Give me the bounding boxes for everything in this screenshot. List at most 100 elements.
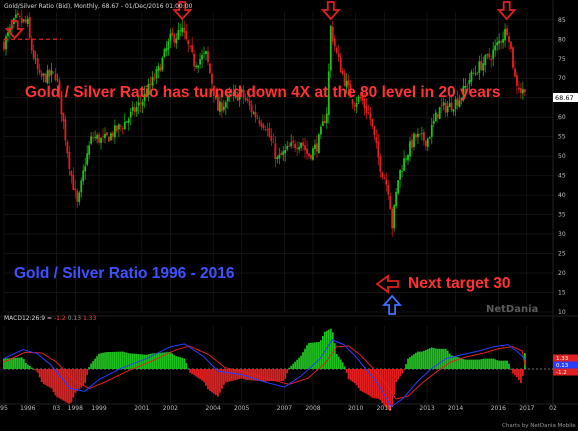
candle-body [131, 107, 134, 111]
y-tick-label: 75 [558, 56, 566, 63]
macd-histogram-bar [391, 369, 394, 408]
candle-series [3, 8, 526, 237]
y-tick-label: 80 [558, 36, 566, 43]
macd-value-tag-label: 0.13 [556, 363, 569, 369]
macd-histogram-bar [492, 358, 495, 369]
candle-body [496, 42, 499, 46]
macd-histogram-bar [472, 359, 475, 369]
top-arrow-2002 [172, 1, 193, 21]
macd-histogram-bar [246, 369, 249, 380]
candle-body [119, 125, 122, 127]
candle-body [96, 135, 98, 139]
candle-body [476, 73, 479, 75]
macd-histogram-bar [482, 358, 485, 369]
candle-body [472, 73, 475, 74]
candle-body [488, 53, 491, 58]
candle-body [205, 51, 207, 55]
candle-body [276, 157, 279, 159]
candle-body [203, 52, 205, 54]
candle-body [411, 139, 413, 148]
y-tick-label: 40 [558, 192, 566, 199]
macd-histogram-bar [159, 352, 162, 369]
macd-histogram-bar [452, 355, 455, 369]
candle-body [494, 45, 497, 51]
macd-histogram-bar [393, 369, 396, 395]
x-tick-label: 1998 [68, 405, 83, 412]
candle-body [216, 94, 219, 111]
macd-histogram-bar [424, 350, 427, 369]
macd-histogram-bar [349, 369, 352, 381]
macd-histogram-bar [282, 369, 285, 382]
candle-body [448, 103, 451, 107]
macd-histogram-bar [9, 358, 11, 369]
candle-body [500, 41, 503, 43]
y-tick-label: 45 [558, 173, 566, 180]
macd-histogram-bar [133, 353, 136, 369]
candle-body [171, 32, 174, 36]
candle-body [436, 114, 439, 118]
candle-body [32, 50, 35, 59]
candle-body [145, 94, 148, 97]
macd-histogram-bar [54, 369, 57, 396]
macd-histogram-bar [48, 369, 51, 388]
candle-body [38, 69, 41, 73]
top-arrow-1996 [4, 20, 25, 40]
macd-histogram-bar [480, 359, 483, 369]
macd-histogram-bar [230, 369, 233, 381]
y-tick-label: 30 [558, 231, 566, 238]
candle-body [424, 140, 427, 147]
y-tick-label: 20 [558, 270, 566, 277]
candle-body [48, 69, 51, 77]
candle-body [426, 138, 429, 147]
macd-header: MACD12:26:9 = -1.2 0.13 1.33 [4, 315, 97, 322]
candle-body [365, 105, 368, 114]
macd-histogram-bar [369, 369, 372, 397]
macd-histogram-bar [260, 369, 263, 382]
macd-histogram-bar [335, 353, 338, 369]
macd-histogram-bar [222, 369, 225, 385]
candle-body [512, 47, 514, 68]
candle-body [68, 151, 71, 170]
candle-body [521, 89, 524, 94]
macd-histogram-bar [409, 357, 411, 369]
candle-body [90, 136, 93, 144]
macd-histogram-bar [250, 369, 253, 381]
macd-histogram-bar [426, 349, 429, 369]
candle-body [399, 169, 402, 180]
top-arrow-2008 [320, 1, 341, 21]
candle-body [157, 65, 160, 71]
candle-body [359, 96, 362, 98]
macd-histogram-bar [321, 335, 324, 369]
macd-histogram-bar [36, 369, 39, 373]
macd-histogram-bar [419, 351, 421, 369]
candle-body [329, 26, 332, 71]
macd-histogram-bar [14, 357, 17, 369]
macd-line [3, 339, 527, 408]
macd-histogram-bar [523, 353, 526, 369]
candle-body [26, 18, 29, 25]
candle-body [199, 59, 201, 65]
macd-histogram-bar [96, 356, 98, 369]
candle-body [76, 190, 79, 202]
macd-histogram-bar [98, 353, 100, 369]
macd-histogram-bar [466, 359, 469, 369]
macd-value-tag-label: -1.2 [556, 370, 567, 376]
candle-body [193, 53, 196, 67]
candle-body [510, 41, 512, 49]
macd-histogram-bar [434, 348, 437, 369]
macd-histogram-bar [13, 357, 15, 369]
candle-body [127, 118, 130, 123]
candle-body [125, 121, 128, 123]
macd-histogram-bar [34, 369, 37, 371]
candle-body [9, 27, 11, 34]
candle-body [446, 106, 449, 113]
macd-histogram-bar [294, 361, 297, 369]
candle-body [375, 137, 378, 144]
candle-body [312, 148, 314, 160]
macd-histogram-bar [157, 352, 160, 369]
macd-histogram-bar [173, 355, 176, 369]
macd-histogram-bar [462, 359, 465, 369]
macd-histogram-bar [367, 369, 370, 396]
macd-histogram-bar [464, 359, 467, 369]
candle-body [389, 196, 392, 210]
